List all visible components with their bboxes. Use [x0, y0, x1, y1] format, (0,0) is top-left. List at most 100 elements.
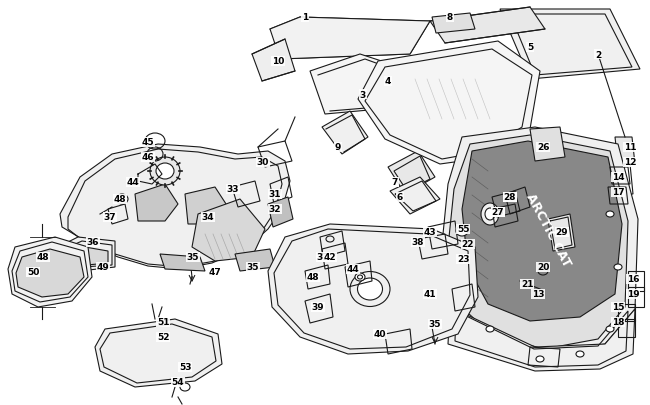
Text: 51: 51	[157, 318, 169, 327]
Text: 18: 18	[612, 318, 624, 327]
Text: 9: 9	[335, 143, 341, 152]
Polygon shape	[430, 8, 545, 44]
Polygon shape	[388, 151, 435, 194]
Text: 28: 28	[504, 193, 516, 202]
Ellipse shape	[358, 278, 382, 300]
Polygon shape	[270, 18, 430, 60]
Text: 5: 5	[527, 43, 533, 52]
Polygon shape	[58, 237, 115, 271]
Polygon shape	[358, 42, 540, 164]
Polygon shape	[322, 112, 368, 155]
Text: 12: 12	[624, 158, 636, 167]
Polygon shape	[462, 142, 622, 321]
Text: 24: 24	[504, 193, 516, 202]
Text: 35: 35	[247, 263, 259, 272]
Polygon shape	[530, 128, 565, 162]
Polygon shape	[252, 40, 295, 82]
Text: 22: 22	[462, 240, 474, 249]
Text: 14: 14	[612, 173, 624, 182]
Text: 54: 54	[172, 377, 185, 386]
Text: 47: 47	[209, 268, 222, 277]
Ellipse shape	[576, 351, 584, 357]
Text: 29: 29	[556, 228, 568, 237]
Polygon shape	[390, 177, 440, 215]
Ellipse shape	[456, 226, 468, 237]
Text: 41: 41	[424, 290, 436, 299]
Ellipse shape	[536, 356, 544, 362]
Text: 17: 17	[612, 188, 624, 197]
Ellipse shape	[614, 264, 622, 270]
Text: 37: 37	[317, 253, 330, 262]
Text: 32: 32	[268, 205, 281, 214]
Polygon shape	[185, 188, 228, 224]
Text: 35: 35	[187, 253, 200, 262]
Text: 48: 48	[114, 195, 126, 204]
Text: 19: 19	[627, 290, 640, 299]
Polygon shape	[432, 14, 475, 34]
Text: 45: 45	[142, 138, 154, 147]
Ellipse shape	[606, 211, 614, 217]
Text: 48: 48	[307, 273, 319, 282]
Text: 13: 13	[532, 290, 544, 299]
Polygon shape	[548, 215, 575, 252]
Text: 1: 1	[302, 13, 308, 22]
Text: 15: 15	[612, 303, 624, 312]
Text: 46: 46	[142, 153, 154, 162]
Polygon shape	[8, 237, 92, 307]
Polygon shape	[448, 307, 635, 371]
Ellipse shape	[485, 209, 495, 220]
Polygon shape	[268, 224, 478, 354]
Text: 39: 39	[312, 303, 324, 312]
Ellipse shape	[156, 164, 174, 179]
Text: 37: 37	[104, 213, 116, 222]
Text: 40: 40	[374, 330, 386, 339]
Polygon shape	[615, 138, 635, 164]
Text: 16: 16	[627, 275, 639, 284]
Text: 38: 38	[411, 238, 424, 247]
Text: 27: 27	[491, 208, 504, 217]
Polygon shape	[442, 128, 638, 354]
Text: 7: 7	[392, 178, 398, 187]
Text: 2: 2	[595, 50, 601, 60]
Polygon shape	[16, 249, 84, 297]
Ellipse shape	[486, 326, 494, 332]
Polygon shape	[310, 55, 400, 115]
Polygon shape	[67, 247, 108, 265]
Ellipse shape	[481, 203, 499, 226]
Text: ARCTIC CAT: ARCTIC CAT	[523, 191, 573, 269]
Polygon shape	[448, 136, 628, 349]
Polygon shape	[135, 185, 178, 222]
Text: 4: 4	[385, 77, 391, 86]
Text: 33: 33	[227, 185, 239, 194]
Polygon shape	[192, 200, 265, 261]
Polygon shape	[235, 249, 275, 271]
Text: 52: 52	[157, 333, 169, 342]
Ellipse shape	[355, 273, 365, 281]
Text: 34: 34	[202, 213, 214, 222]
Text: 8: 8	[447, 13, 453, 22]
Text: 30: 30	[257, 158, 269, 167]
Text: 43: 43	[424, 228, 436, 237]
Polygon shape	[500, 10, 640, 80]
Text: 6: 6	[397, 193, 403, 202]
Text: 36: 36	[86, 238, 99, 247]
Text: 50: 50	[27, 268, 39, 277]
Text: 44: 44	[127, 178, 139, 187]
Text: 23: 23	[457, 255, 469, 264]
Polygon shape	[60, 145, 290, 267]
Text: 25: 25	[492, 208, 504, 217]
Text: 49: 49	[97, 263, 109, 272]
Text: 20: 20	[537, 263, 549, 272]
Polygon shape	[378, 62, 418, 90]
Text: 53: 53	[179, 362, 191, 371]
Text: 31: 31	[268, 190, 281, 199]
Text: 3: 3	[360, 90, 366, 99]
Text: 26: 26	[537, 143, 549, 152]
Ellipse shape	[606, 326, 614, 332]
Polygon shape	[95, 319, 222, 387]
Text: 44: 44	[346, 265, 359, 274]
Text: 21: 21	[521, 280, 533, 289]
Text: 11: 11	[624, 143, 636, 152]
Text: 55: 55	[457, 225, 469, 234]
Polygon shape	[268, 198, 293, 228]
